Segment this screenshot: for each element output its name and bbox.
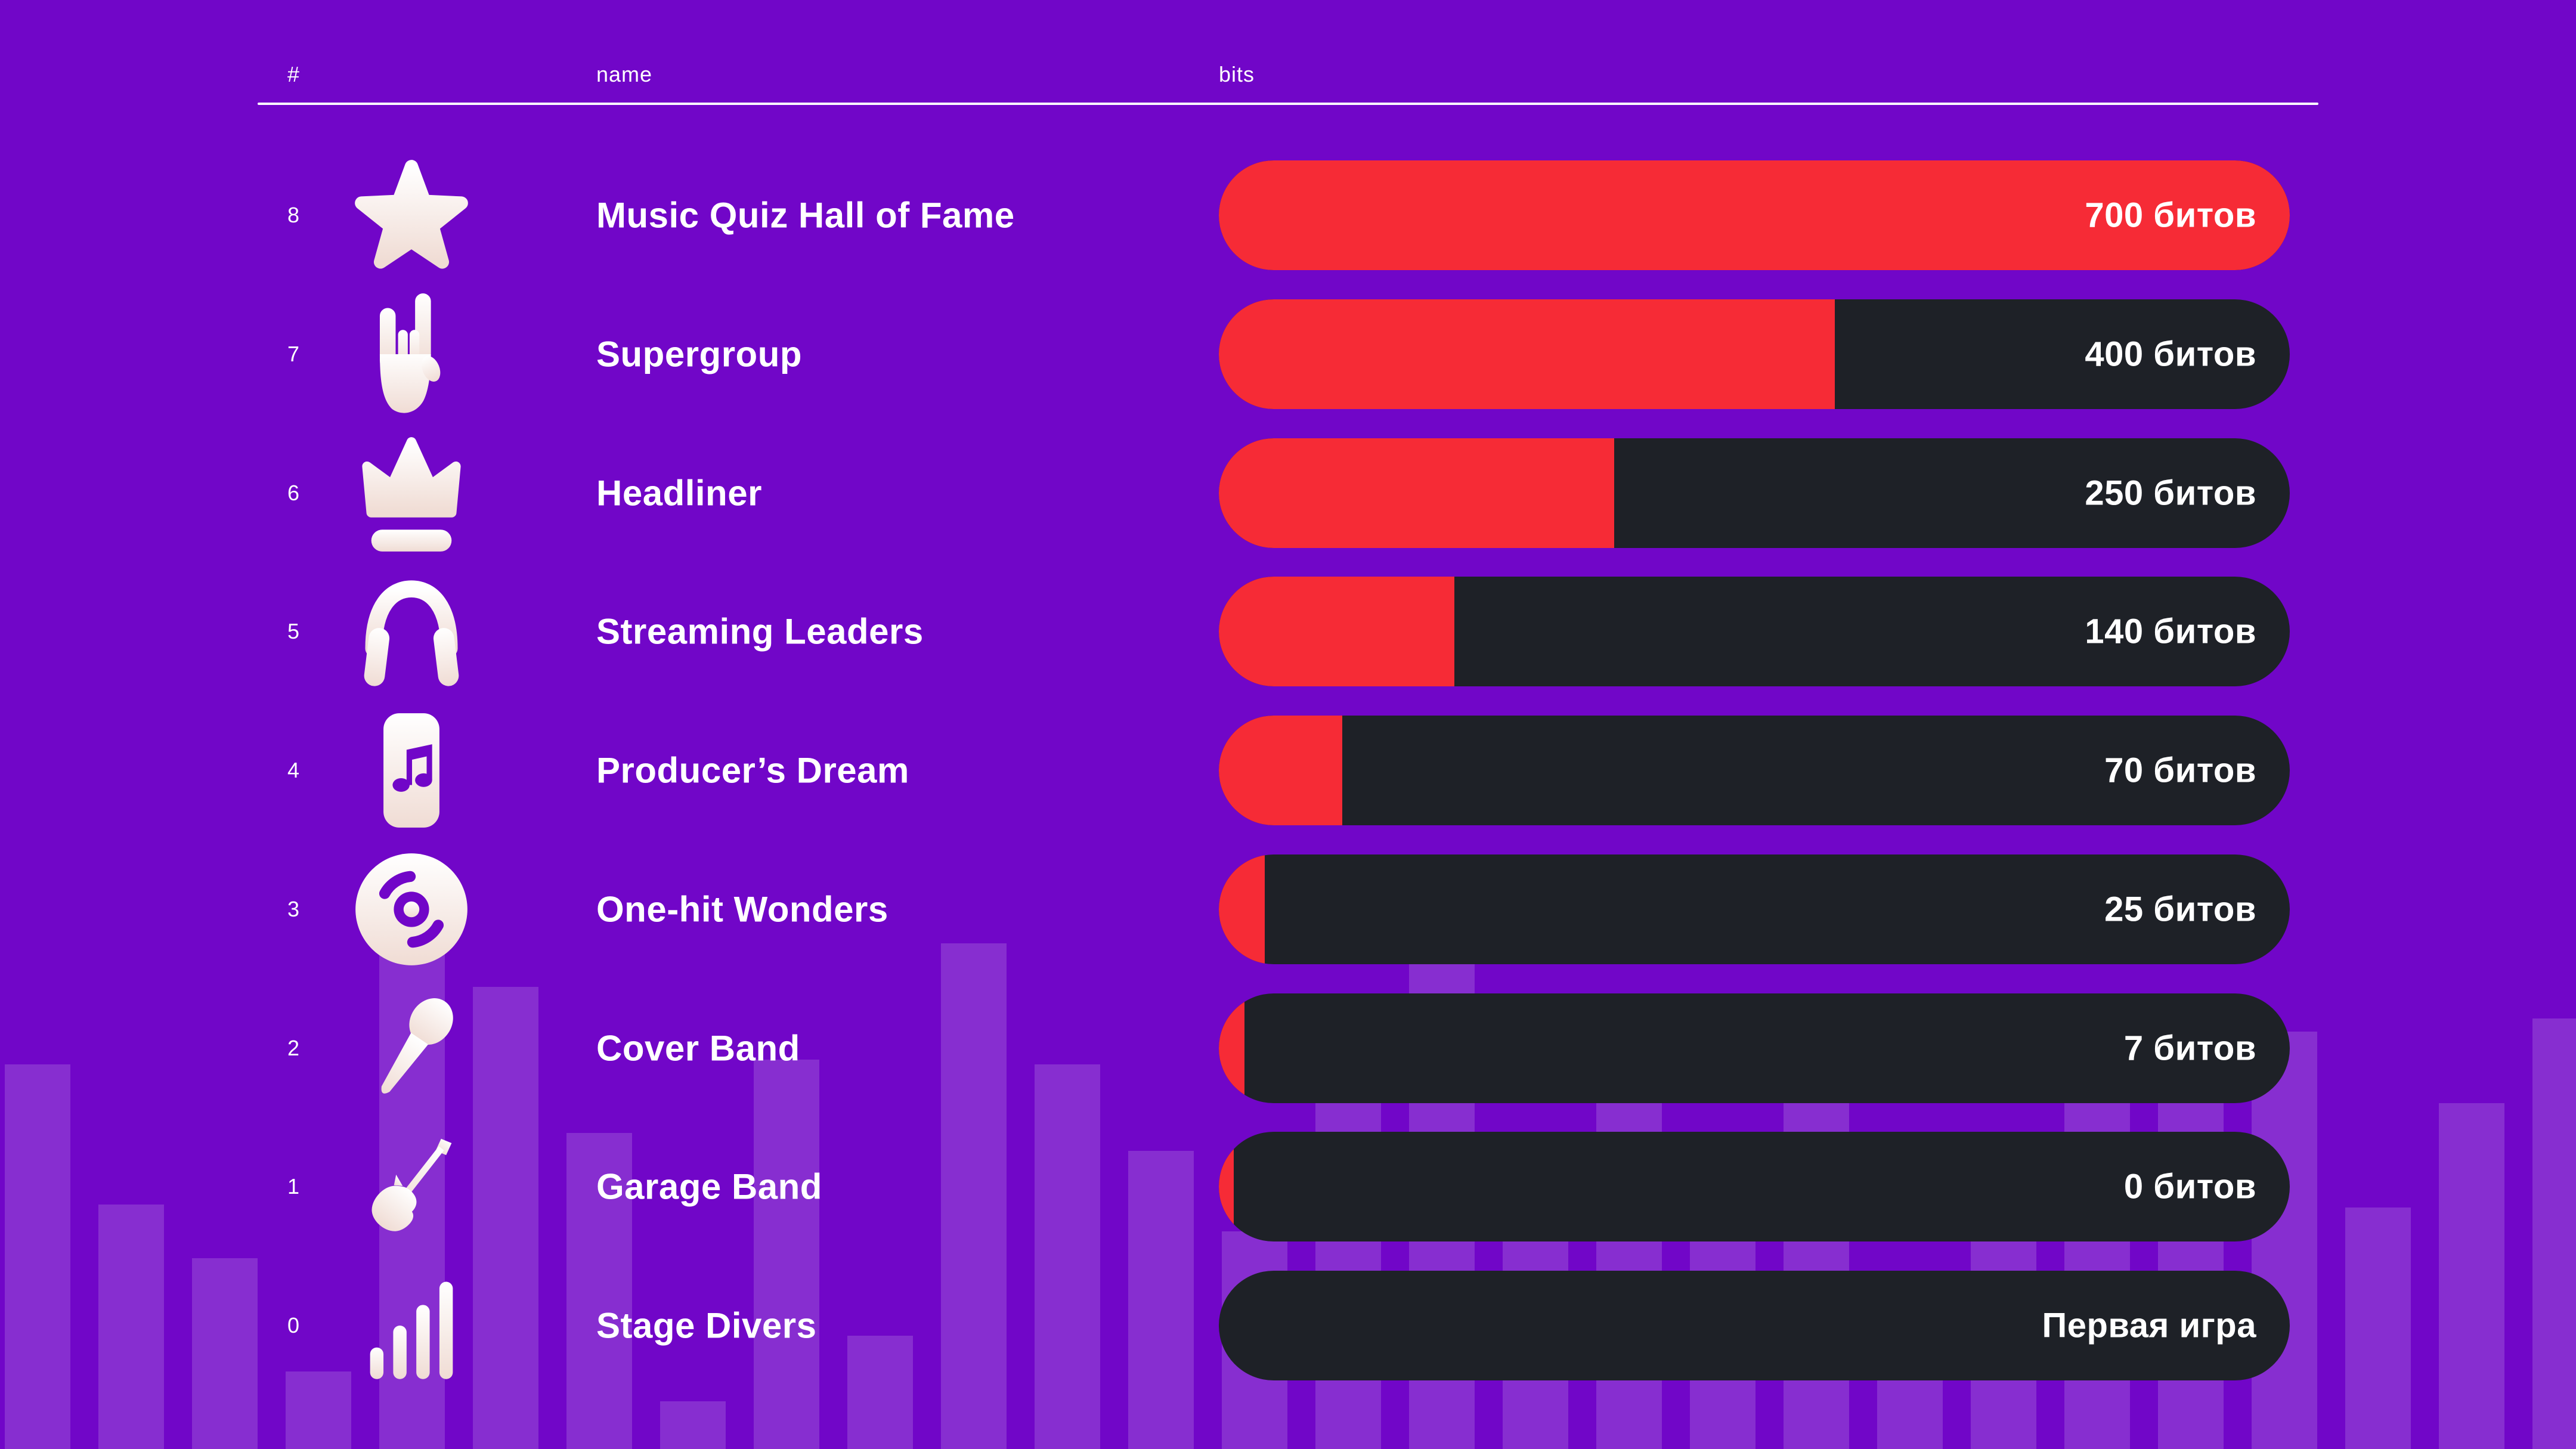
- eq-bar: [847, 1336, 913, 1449]
- eq-bar: [98, 1205, 164, 1449]
- eq-bar: [1784, 1067, 1849, 1449]
- level-progress-bar: 140 битов: [1219, 577, 2290, 686]
- level-row: 5 Streaming Leaders 140 битов: [0, 577, 2576, 686]
- level-name: Producer’s Dream: [596, 750, 909, 791]
- crown-icon: [351, 432, 472, 554]
- level-rank: 4: [287, 758, 300, 782]
- col-header-name: name: [596, 62, 653, 86]
- level-value: 7 битов: [2123, 1029, 2256, 1068]
- level-progress-fill: [1219, 716, 1342, 825]
- rock-hand-icon: [351, 293, 472, 415]
- level-value: 400 битов: [2085, 335, 2256, 374]
- level-name: Stage Divers: [596, 1305, 817, 1346]
- level-row: 7 Supergroup 400 битов: [0, 293, 2576, 413]
- eq-bar: [2532, 1018, 2576, 1449]
- level-row: 6 Headliner 250 битов: [0, 437, 2576, 552]
- eq-bar: [2439, 1103, 2504, 1449]
- vinyl-icon: [351, 849, 472, 970]
- eq-bar: [192, 1258, 258, 1449]
- eq-bar: [5, 1064, 70, 1449]
- level-progress-fill: [1219, 577, 1455, 686]
- level-rank: 8: [287, 203, 300, 227]
- eq-bar: [1128, 1151, 1194, 1449]
- music-file-icon: [351, 710, 472, 831]
- eq-bar: [2252, 1032, 2317, 1449]
- level-row: 2 Cover Band 7 битов: [0, 993, 2576, 1103]
- level-rank: 2: [287, 1036, 300, 1060]
- eq-bar: [2345, 1208, 2411, 1449]
- level-name: Headliner: [596, 473, 762, 513]
- eq-bar: [660, 1401, 726, 1449]
- eq-bar: [1035, 1064, 1100, 1449]
- level-name: Garage Band: [596, 1166, 822, 1207]
- level-rank: 3: [287, 897, 300, 921]
- level-progress-fill: [1219, 438, 1614, 548]
- level-progress-fill: [1219, 993, 1245, 1103]
- level-rank: 6: [287, 481, 300, 505]
- level-progress-bar: 7 битов: [1219, 993, 2290, 1103]
- level-row: 4 Producer’s Dream 70 битов: [0, 713, 2576, 828]
- headphones-icon: [351, 571, 472, 692]
- eq-bar: [286, 1371, 351, 1449]
- level-value: 25 битов: [2104, 890, 2256, 929]
- eq-bar: [754, 1060, 819, 1449]
- eq-bar: [941, 943, 1007, 1449]
- guitar-icon: [351, 1126, 472, 1247]
- level-rank: 7: [287, 342, 300, 366]
- level-rank: 0: [287, 1313, 300, 1337]
- level-name: Music Quiz Hall of Fame: [596, 195, 1015, 236]
- star-icon: [351, 154, 472, 276]
- col-header-bits: bits: [1219, 62, 1255, 86]
- level-name: Cover Band: [596, 1028, 800, 1069]
- level-progress-bar: 400 битов: [1219, 299, 2290, 409]
- microphone-icon: [351, 987, 472, 1109]
- level-value: 700 битов: [2085, 196, 2256, 235]
- level-rank: 5: [287, 619, 300, 643]
- level-progress-bar: 700 битов: [1219, 160, 2290, 270]
- eq-bar: [473, 987, 538, 1449]
- level-progress-fill: [1219, 160, 2290, 270]
- level-row: 0 Stage Divers Первая игра: [0, 1271, 2576, 1380]
- level-progress-fill: [1219, 1132, 1234, 1241]
- level-name: Supergroup: [596, 334, 802, 374]
- level-value: 70 битов: [2104, 751, 2256, 790]
- level-value: 250 битов: [2085, 473, 2256, 513]
- level-progress-bar: Первая игра: [1219, 1271, 2290, 1380]
- eq-bar: [566, 1133, 632, 1449]
- header-divider: [258, 103, 2318, 105]
- level-progress-bar: 25 битов: [1219, 854, 2290, 964]
- level-value: 0 битов: [2123, 1167, 2256, 1206]
- level-row: 1 Garage Band 0 битов: [0, 1132, 2576, 1241]
- level-row: 8 Music Quiz Hall of Fame 700 битов: [0, 160, 2576, 270]
- level-value: 140 битов: [2085, 612, 2256, 651]
- col-header-rank: #: [287, 62, 301, 86]
- level-progress-bar: 70 битов: [1219, 716, 2290, 825]
- signal-bars-icon: [351, 1265, 472, 1386]
- level-name: Streaming Leaders: [596, 611, 924, 652]
- level-progress-bar: 0 битов: [1219, 1132, 2290, 1241]
- level-progress-fill: [1219, 854, 1265, 964]
- level-progress-fill: [1219, 299, 1835, 409]
- level-name: One-hit Wonders: [596, 889, 888, 930]
- level-value: Первая игра: [2042, 1306, 2256, 1345]
- level-rank: 1: [287, 1174, 300, 1199]
- level-progress-bar: 250 битов: [1219, 438, 2290, 548]
- level-row: 3 One-hit Wonders 25 битов: [0, 853, 2576, 965]
